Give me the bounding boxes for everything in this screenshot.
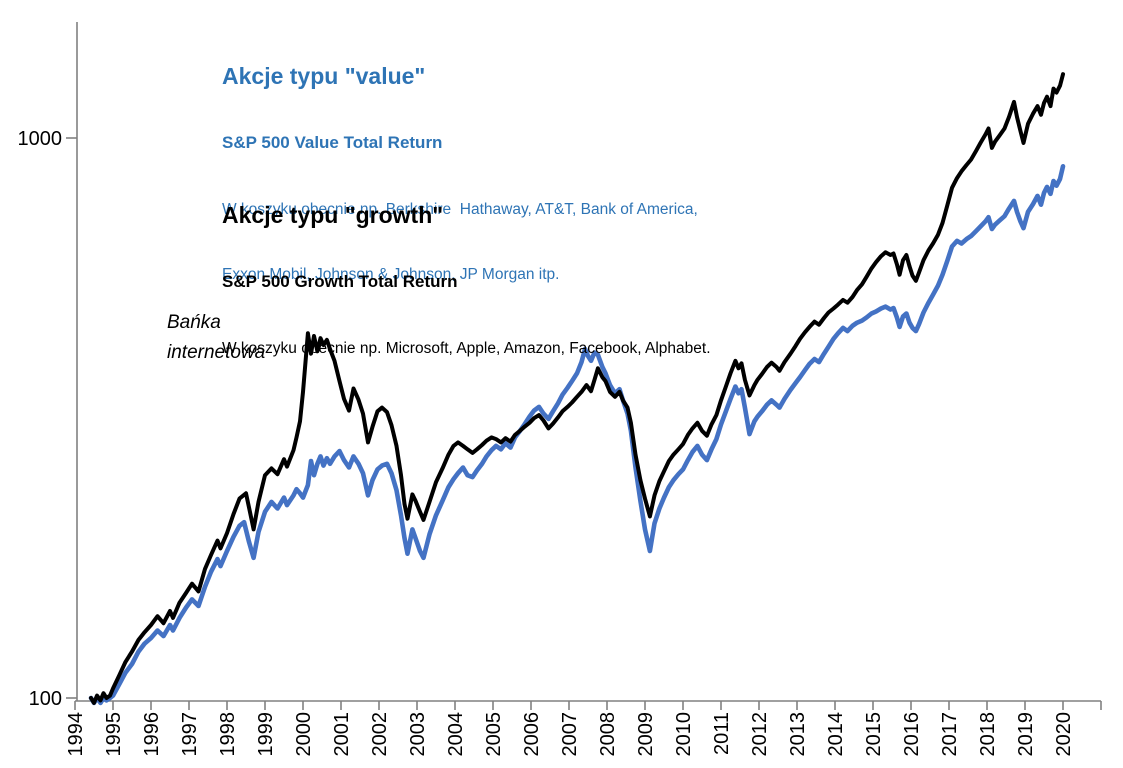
x-tick-label: 2018 bbox=[977, 712, 999, 757]
x-tick-label: 2007 bbox=[559, 712, 581, 757]
dotcom-bubble-label-line1: Bańka bbox=[167, 312, 221, 333]
x-tick-label: 2010 bbox=[673, 712, 695, 757]
x-tick-label: 1994 bbox=[65, 712, 87, 757]
value-annotation-block: Akcje typu "value" S&P 500 Value Total R… bbox=[222, 27, 698, 325]
value-line-series bbox=[88, 164, 1066, 706]
x-tick-label: 2015 bbox=[863, 712, 885, 757]
x-tick-label: 2020 bbox=[1053, 712, 1075, 757]
x-tick-label: 2009 bbox=[635, 712, 657, 757]
x-tick-label: 2008 bbox=[597, 712, 619, 757]
x-tick-label: 1999 bbox=[255, 712, 277, 757]
y-tick-label: 1000 bbox=[18, 128, 63, 150]
x-tick-label: 1996 bbox=[141, 712, 163, 757]
value-subtitle: S&P 500 Value Total Return bbox=[222, 133, 443, 152]
x-tick-label: 1995 bbox=[103, 712, 125, 757]
x-tick-label: 2012 bbox=[749, 712, 771, 757]
x-tick-label: 2000 bbox=[293, 712, 315, 757]
growth-subtitle: S&P 500 Growth Total Return bbox=[222, 272, 458, 291]
x-tick-label: 2016 bbox=[901, 712, 923, 757]
x-tick-label: 2004 bbox=[445, 712, 467, 757]
x-tick-label: 1997 bbox=[179, 712, 201, 757]
y-tick-label: 100 bbox=[29, 688, 62, 710]
value-description-line1: W koszyku obecnie np. Berkshire Hathaway… bbox=[222, 201, 698, 218]
growth-title: Akcje typu "growth" bbox=[222, 202, 444, 228]
dotcom-bubble-label-line2: internetowa bbox=[167, 342, 266, 363]
x-tick-label: 2005 bbox=[483, 712, 505, 757]
dotcom-bubble-label: Bańka internetowa bbox=[167, 308, 265, 368]
value-title: Akcje typu "value" bbox=[222, 63, 426, 89]
growth-description-line1: W koszyku obecnie np. Microsoft, Apple, … bbox=[222, 340, 711, 357]
x-tick-label: 2001 bbox=[331, 712, 353, 757]
growth-line-series bbox=[89, 72, 1065, 705]
x-tick-label: 2014 bbox=[825, 712, 847, 757]
growth-annotation-block: Akcje typu "growth" S&P 500 Growth Total… bbox=[222, 166, 711, 399]
x-tick-label: 2011 bbox=[711, 712, 733, 755]
x-tick-label: 2002 bbox=[369, 712, 391, 757]
x-tick-label: 2017 bbox=[939, 712, 961, 757]
x-tick-label: 2013 bbox=[787, 712, 809, 757]
x-tick-label: 2003 bbox=[407, 712, 429, 757]
x-tick-label: 1998 bbox=[217, 712, 239, 757]
x-tick-label: 2019 bbox=[1015, 712, 1037, 757]
x-tick-label: 2006 bbox=[521, 712, 543, 757]
value-description-line2: Exxon Mobil, Johnson & Johnson, JP Morga… bbox=[222, 266, 560, 283]
